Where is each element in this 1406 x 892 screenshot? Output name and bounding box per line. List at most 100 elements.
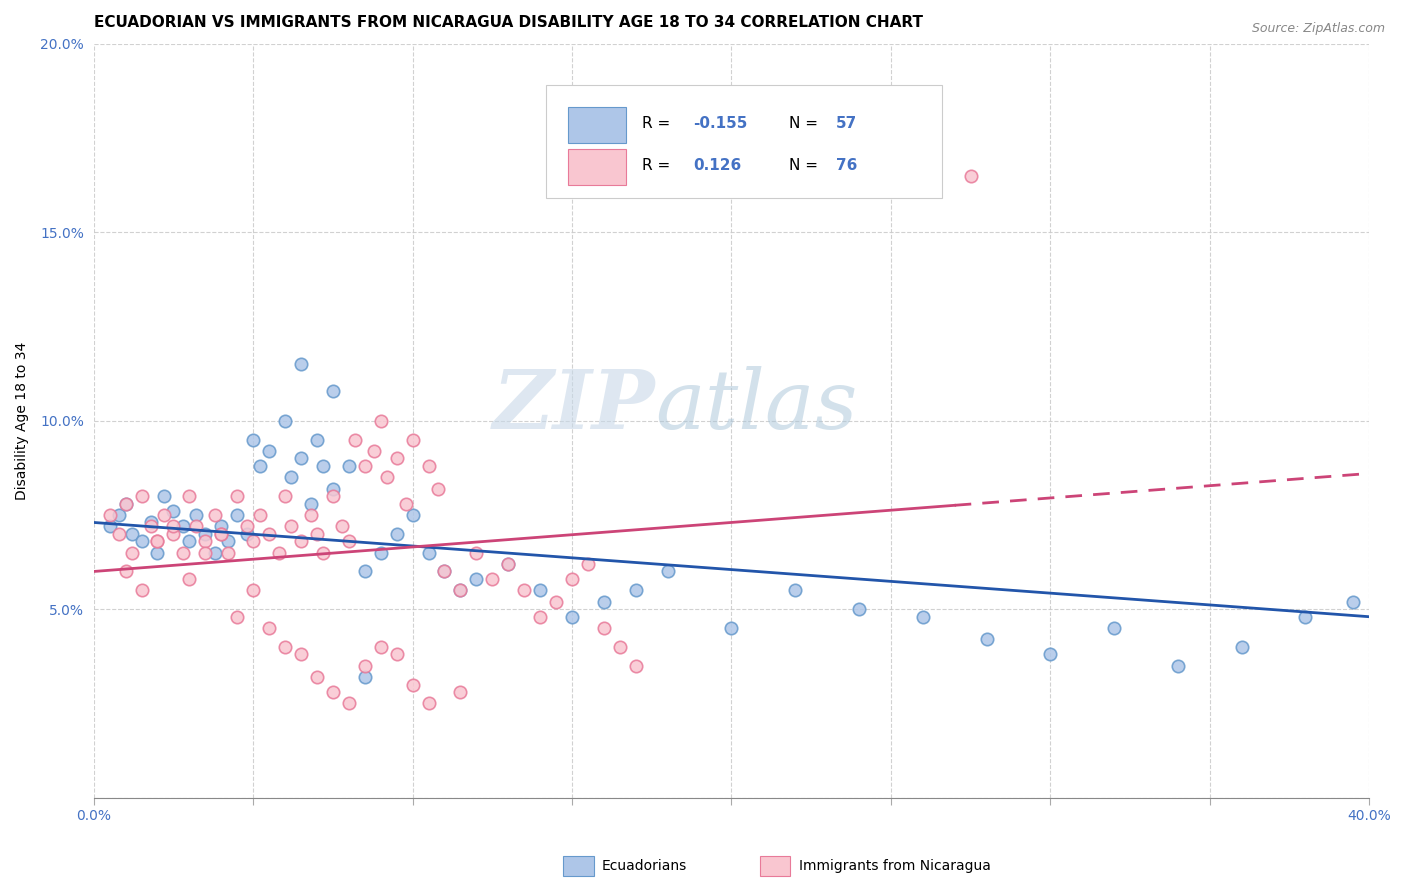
Y-axis label: Disability Age 18 to 34: Disability Age 18 to 34 (15, 342, 30, 500)
Point (242, 534, 264, 549)
Point (449, 583, 471, 598)
Point (427, 482, 450, 496)
Point (249, 458, 271, 473)
Point (236, 519, 259, 533)
Text: 57: 57 (837, 116, 858, 131)
Point (332, 519, 354, 533)
Point (290, 648, 312, 662)
Point (274, 640, 297, 654)
Point (108, 508, 131, 522)
Point (529, 583, 551, 598)
Point (146, 546, 169, 560)
Point (418, 458, 440, 473)
Point (114, 497, 136, 511)
Point (172, 546, 194, 560)
Point (312, 546, 335, 560)
Point (217, 534, 239, 549)
Text: Ecuadorians: Ecuadorians (602, 859, 688, 873)
Point (242, 583, 264, 598)
Point (121, 546, 143, 560)
Point (385, 526, 408, 541)
Point (449, 583, 471, 598)
Point (194, 534, 217, 549)
Point (375, 470, 398, 484)
Point (337, 534, 360, 549)
Point (305, 433, 328, 447)
Point (257, 526, 280, 541)
Point (353, 670, 375, 684)
Point (280, 519, 302, 533)
Point (139, 516, 162, 530)
Point (242, 433, 264, 447)
Point (299, 497, 322, 511)
Text: R =: R = (643, 158, 671, 173)
Point (496, 557, 519, 571)
Point (496, 557, 519, 571)
Point (305, 670, 328, 684)
Point (139, 519, 162, 533)
Point (179, 534, 201, 549)
Point (385, 451, 408, 466)
Point (657, 565, 679, 579)
Point (179, 572, 201, 586)
Text: 76: 76 (837, 158, 858, 173)
Point (114, 565, 136, 579)
Point (592, 594, 614, 608)
Point (172, 519, 194, 533)
Point (184, 508, 207, 522)
Point (153, 508, 176, 522)
Text: ZIP: ZIP (492, 366, 655, 446)
Point (226, 508, 249, 522)
Point (418, 546, 440, 560)
Point (785, 583, 807, 598)
Point (592, 621, 614, 635)
Text: R =: R = (643, 116, 671, 131)
Point (267, 546, 290, 560)
Point (121, 526, 143, 541)
Point (305, 526, 328, 541)
Point (131, 534, 153, 549)
Point (959, 169, 981, 183)
Point (513, 583, 536, 598)
Point (911, 609, 934, 624)
Point (274, 489, 297, 503)
Point (624, 583, 647, 598)
Point (465, 546, 488, 560)
Point (131, 489, 153, 503)
Point (465, 572, 488, 586)
Text: 0.126: 0.126 (693, 158, 741, 173)
Point (322, 384, 344, 398)
Point (280, 470, 302, 484)
Point (401, 508, 423, 522)
Point (353, 458, 375, 473)
Point (401, 677, 423, 691)
Point (561, 572, 583, 586)
Text: ECUADORIAN VS IMMIGRANTS FROM NICARAGUA DISABILITY AGE 18 TO 34 CORRELATION CHAR: ECUADORIAN VS IMMIGRANTS FROM NICARAGUA … (94, 15, 922, 30)
Text: Immigrants from Nicaragua: Immigrants from Nicaragua (799, 859, 991, 873)
Point (449, 685, 471, 699)
Point (249, 508, 271, 522)
Point (385, 648, 408, 662)
Point (226, 609, 249, 624)
Point (290, 451, 312, 466)
Point (146, 534, 169, 549)
Point (236, 526, 259, 541)
Point (257, 621, 280, 635)
Point (353, 658, 375, 673)
Point (1039, 648, 1062, 662)
Point (370, 546, 392, 560)
Point (153, 489, 176, 503)
Point (848, 602, 870, 616)
Point (194, 526, 217, 541)
Point (370, 640, 392, 654)
Point (274, 414, 297, 428)
Point (299, 508, 322, 522)
Point (146, 534, 169, 549)
FancyBboxPatch shape (568, 107, 626, 144)
Point (544, 594, 567, 608)
Point (209, 519, 232, 533)
Point (363, 443, 385, 458)
Point (257, 443, 280, 458)
Point (194, 546, 217, 560)
Point (204, 508, 226, 522)
